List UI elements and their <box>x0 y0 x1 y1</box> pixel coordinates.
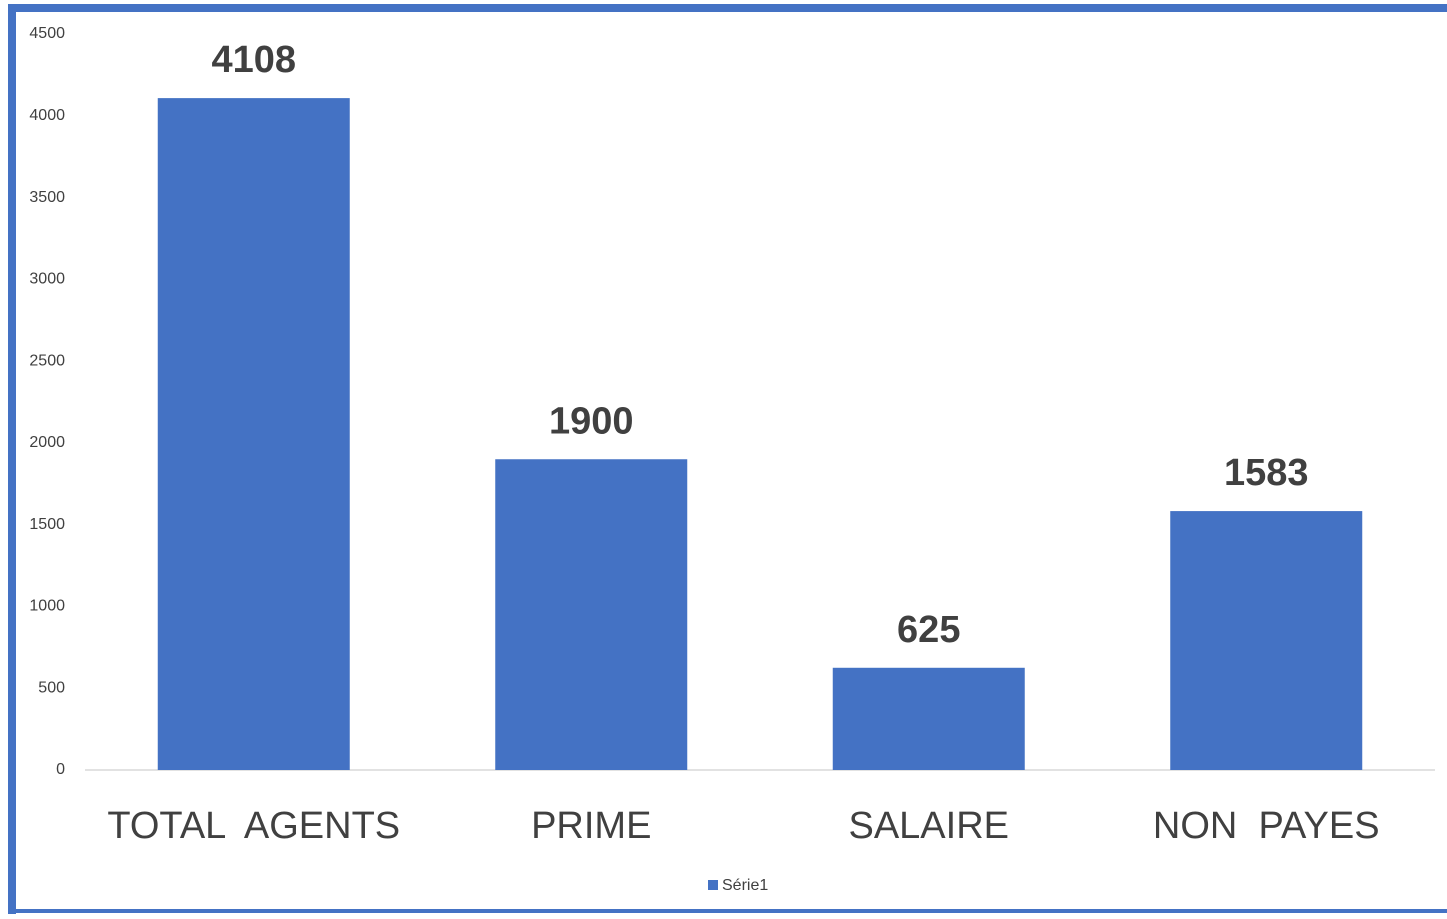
data-label: 625 <box>897 609 960 651</box>
legend-label: Série1 <box>722 877 768 894</box>
y-tick-label: 1000 <box>29 598 65 615</box>
data-label: 1900 <box>549 400 634 442</box>
bar <box>1170 511 1363 770</box>
y-tick-label: 2000 <box>29 434 65 451</box>
y-tick-label: 4000 <box>29 107 65 124</box>
y-tick-label: 3500 <box>29 189 65 206</box>
x-tick-label: NON PAYES <box>1153 805 1380 847</box>
y-tick-label: 2500 <box>29 352 65 369</box>
legend-swatch <box>708 880 718 890</box>
data-label: 4108 <box>211 39 296 81</box>
data-label: 1583 <box>1224 452 1309 494</box>
y-tick-label: 4500 <box>29 25 65 42</box>
x-tick-label: SALAIRE <box>848 805 1009 847</box>
y-tick-label: 3000 <box>29 271 65 288</box>
x-tick-label: TOTAL AGENTS <box>107 805 400 847</box>
frame-border <box>8 4 1447 914</box>
x-tick-label: PRIME <box>531 805 651 847</box>
y-tick-label: 0 <box>56 761 65 778</box>
bar <box>832 667 1025 770</box>
y-tick-label: 1500 <box>29 516 65 533</box>
y-tick-label: 500 <box>38 679 65 696</box>
bar <box>157 98 350 771</box>
bar <box>495 459 688 770</box>
